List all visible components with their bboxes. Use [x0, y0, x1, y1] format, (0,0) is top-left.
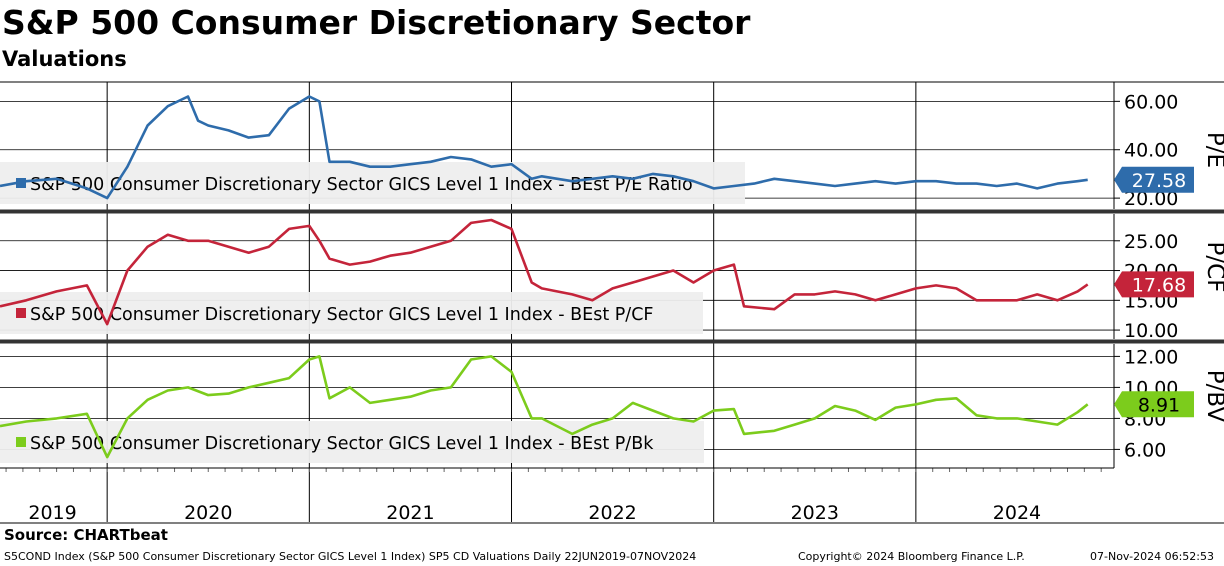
chart-title: S&P 500 Consumer Discretionary Sector [2, 3, 751, 42]
x-tick-label: 2022 [588, 502, 636, 524]
panel-separator [0, 339, 1224, 344]
last-value-label: 17.68 [1132, 274, 1186, 296]
last-value-bg [1114, 391, 1194, 418]
panel-separator [0, 209, 1224, 214]
x-tick-label: 2019 [28, 502, 76, 524]
y-tick-label: 10.00 [1124, 320, 1178, 342]
y-tick-label: 20.00 [1124, 188, 1178, 210]
x-tick-label: 2024 [993, 502, 1041, 524]
legend-label: S&P 500 Consumer Discretionary Sector GI… [30, 434, 654, 454]
legend-swatch [16, 308, 26, 318]
last-value-label: 27.58 [1132, 170, 1186, 192]
y-axis-title: P/E [1202, 132, 1224, 168]
x-tick-label: 2023 [791, 502, 839, 524]
y-tick-label: 6.00 [1124, 439, 1166, 461]
last-value-tag: 17.68 [1114, 271, 1194, 298]
last-value-tag: 27.58 [1114, 166, 1194, 193]
legend-label: S&P 500 Consumer Discretionary Sector GI… [30, 305, 654, 325]
footer-description: S5COND Index (S&P 500 Consumer Discretio… [4, 550, 697, 563]
last-value-bg [1114, 271, 1194, 298]
y-tick-label: 60.00 [1124, 91, 1178, 113]
chart-subtitle: Valuations [2, 47, 127, 71]
last-value-label: 8.91 [1138, 394, 1180, 416]
legend-label: S&P 500 Consumer Discretionary Sector GI… [30, 175, 693, 195]
x-tick-label: 2021 [386, 502, 434, 524]
y-tick-label: 40.00 [1124, 140, 1178, 162]
y-tick-label: 25.00 [1124, 231, 1178, 253]
x-tick-label: 2020 [184, 502, 232, 524]
y-tick-label: 12.00 [1124, 346, 1178, 368]
last-value-tag: 8.91 [1114, 391, 1194, 418]
legend-swatch [16, 437, 26, 447]
series-line [0, 95, 1088, 200]
series-line [0, 355, 1089, 459]
last-value-bg [1114, 166, 1194, 193]
source-label: Source: CHARTbeat [4, 526, 168, 544]
legend-box [0, 162, 745, 204]
footer-timestamp: 07-Nov-2024 06:52:53 [1090, 550, 1215, 563]
series-line [0, 218, 1089, 326]
footer-copyright: Copyright© 2024 Bloomberg Finance L.P. [798, 550, 1025, 563]
y-axis-title: P/BV [1202, 370, 1224, 423]
y-axis-title: P/CF [1202, 242, 1224, 293]
